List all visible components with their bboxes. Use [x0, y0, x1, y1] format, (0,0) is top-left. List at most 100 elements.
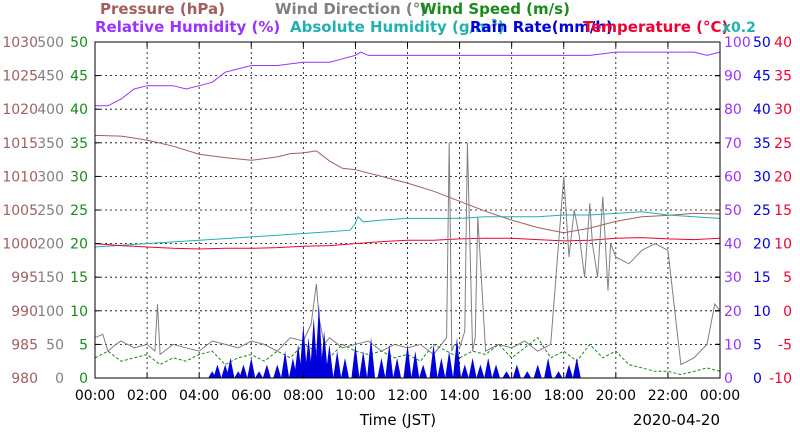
rain-rate-spike: [419, 364, 428, 378]
series-line: [94, 211, 721, 248]
rain-rate-spike: [314, 304, 323, 378]
humidity-tick-label: 70: [724, 136, 742, 152]
rain-rate-spike: [437, 357, 446, 378]
wind-direction-tick-label: 450: [37, 69, 64, 85]
rain-rate-spike: [262, 364, 271, 378]
rain-rate-tick-label: 0: [753, 371, 762, 387]
rain-rate-spike: [476, 364, 485, 378]
rain-rate-spike: [492, 364, 501, 378]
rain-rate-tick-label: 25: [753, 203, 771, 219]
rain-rate-spike: [309, 317, 318, 378]
temperature-tick-label: 15: [774, 203, 792, 219]
pressure-tick-label: 985: [11, 337, 38, 353]
x-tick-label: 18:00: [544, 388, 584, 404]
rain-rate-tick-label: 35: [753, 136, 771, 152]
humidity-tick-label: 20: [724, 304, 742, 320]
series-line: [95, 51, 721, 107]
rain-rate-tick-label: 30: [753, 169, 771, 185]
rain-rate-spike: [239, 364, 248, 378]
wind-speed-tick-label: 20: [70, 237, 88, 253]
rain-rate-spike: [385, 344, 394, 378]
x-tick-label: 20:00: [596, 388, 636, 404]
wind-direction-tick-label: 400: [37, 102, 64, 118]
humidity-tick-label: 0: [724, 371, 733, 387]
rain-rate-spike: [554, 371, 563, 378]
temperature-tick-label: 5: [783, 270, 792, 286]
pressure-tick-label: 995: [11, 270, 38, 286]
rain-rate-tick-label: 5: [753, 337, 762, 353]
rain-rate-spike: [341, 357, 349, 378]
temperature-tick-label: 25: [774, 136, 792, 152]
humidity-tick-label: 80: [724, 102, 742, 118]
x-axis-title: Time (JST): [359, 411, 436, 429]
rain-rate-spike: [572, 357, 581, 378]
humidity-tick-label: 100: [724, 35, 751, 51]
x-tick-label: 10:00: [335, 388, 375, 404]
rain-rate-spike: [429, 344, 438, 378]
grid: [95, 42, 720, 378]
humidity-tick-label: 90: [724, 69, 742, 85]
wind-speed-tick-label: 15: [70, 270, 88, 286]
right-axes: 1009080706050403020100504540353025201510…: [715, 35, 792, 387]
temperature-tick-label: 20: [774, 169, 792, 185]
rain-rate-spike: [226, 357, 235, 378]
x-tick-label: 16:00: [491, 388, 531, 404]
rain-rate-spike: [333, 351, 342, 378]
legend-multiplier: x0.2: [722, 20, 756, 36]
wind-speed-tick-label: 40: [70, 102, 88, 118]
rain-rate-spike: [255, 371, 264, 378]
temperature-tick-label: -10: [769, 371, 792, 387]
rain-rate-spike: [460, 364, 469, 378]
rain-rate-spike: [247, 357, 256, 378]
wind-speed-tick-label: 45: [70, 69, 88, 85]
wind-direction-tick-label: 350: [37, 136, 64, 152]
x-axis: 00:00 02:00 04:00 06:00 08:00 10:00 12:00 14:00…: [75, 42, 740, 404]
rain-rate-spike: [544, 357, 553, 378]
legend-entry: Wind Direction (°): [275, 0, 427, 18]
legend: Pressure (hPa) Wind Direction (°)Wind Spe…: [95, 0, 756, 36]
rain-rate-spike: [411, 351, 420, 378]
x-tick-label: 04:00: [179, 388, 219, 404]
pressure-tick-label: 1010: [2, 169, 38, 185]
pressure-tick-label: 990: [11, 304, 38, 320]
series-layer: [94, 51, 721, 378]
wind-direction-tick-label: 500: [37, 35, 64, 51]
wind-direction-tick-label: 50: [46, 337, 64, 353]
rain-rate-spike: [393, 357, 402, 378]
pressure-tick-label: 1020: [2, 102, 38, 118]
rain-rate-spike: [403, 344, 412, 378]
humidity-tick-label: 50: [724, 203, 742, 219]
x-tick-label: 00:00: [75, 388, 115, 404]
x-tick-label: 12:00: [387, 388, 427, 404]
rain-rate-spike: [273, 364, 282, 378]
rain-rate-spike: [359, 351, 368, 378]
wind-speed-tick-label: 30: [70, 169, 88, 185]
x-tick-label: 00:00: [700, 388, 740, 404]
series-line: [94, 142, 721, 366]
legend-entry: Temperature (°C): [583, 18, 728, 36]
humidity-tick-label: 10: [724, 337, 742, 353]
x-tick-label: 02:00: [127, 388, 167, 404]
x-tick-label: 08:00: [283, 388, 323, 404]
rain-rate-tick-label: 20: [753, 237, 771, 253]
rain-rate-spike: [377, 357, 386, 378]
rain-rate-spike: [325, 344, 334, 378]
rain-rate-spike: [351, 344, 360, 378]
rain-rate-spike: [533, 364, 542, 378]
wind-direction-tick-label: 200: [37, 237, 64, 253]
pressure-tick-label: 1015: [2, 136, 38, 152]
left-axes: 1030102510201015101010051000995990985980…: [2, 35, 100, 387]
wind-speed-tick-label: 0: [79, 371, 88, 387]
wind-direction-tick-label: 250: [37, 203, 64, 219]
wind-direction-tick-label: 100: [37, 304, 64, 320]
wind-direction-tick-label: 300: [37, 169, 64, 185]
rain-rate-tick-label: 50: [753, 35, 771, 51]
temperature-tick-label: 10: [774, 237, 792, 253]
x-tick-label: 06:00: [231, 388, 271, 404]
rain-rate-spike: [213, 364, 222, 378]
rain-rate-spike: [564, 364, 573, 378]
legend-entry: Pressure (hPa): [100, 0, 225, 18]
x-tick-label: 14:00: [439, 388, 479, 404]
rain-rate-spike: [502, 371, 511, 378]
pressure-tick-label: 1030: [2, 35, 38, 51]
